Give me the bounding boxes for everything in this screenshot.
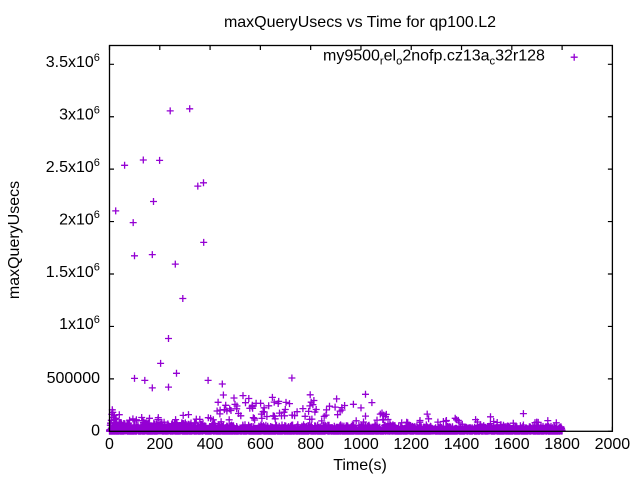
svg-text:3.5x10: 3.5x10 — [46, 54, 94, 71]
svg-text:6: 6 — [94, 262, 100, 274]
svg-text:maxQueryUsecs: maxQueryUsecs — [6, 181, 23, 299]
svg-text:1200: 1200 — [393, 436, 429, 453]
svg-text:1400: 1400 — [444, 436, 480, 453]
svg-text:600: 600 — [247, 436, 274, 453]
svg-text:6: 6 — [94, 52, 100, 64]
svg-text:200: 200 — [146, 436, 173, 453]
svg-text:400: 400 — [197, 436, 224, 453]
svg-text:2.5x10: 2.5x10 — [46, 159, 94, 176]
svg-text:Time(s): Time(s) — [333, 457, 387, 474]
svg-text:1x10: 1x10 — [59, 316, 94, 333]
svg-text:0: 0 — [91, 423, 100, 440]
svg-text:6: 6 — [94, 209, 100, 221]
svg-text:1600: 1600 — [494, 436, 530, 453]
svg-text:maxQueryUsecs vs Time for qp10: maxQueryUsecs vs Time for qp100.L2 — [224, 14, 496, 31]
svg-text:1000: 1000 — [343, 436, 379, 453]
svg-text:6: 6 — [94, 314, 100, 326]
svg-text:800: 800 — [297, 436, 324, 453]
svg-text:0: 0 — [105, 436, 114, 453]
svg-text:2x10: 2x10 — [59, 211, 94, 228]
svg-text:1.5x10: 1.5x10 — [46, 264, 94, 281]
svg-text:6: 6 — [94, 104, 100, 116]
svg-text:2000: 2000 — [595, 436, 631, 453]
svg-text:6: 6 — [94, 157, 100, 169]
svg-text:my9500relo2nofp.cz13ac32r128: my9500relo2nofp.cz13ac32r128 — [323, 48, 545, 68]
svg-text:3x10: 3x10 — [59, 107, 94, 124]
svg-text:500000: 500000 — [47, 370, 100, 387]
svg-text:1800: 1800 — [544, 436, 580, 453]
